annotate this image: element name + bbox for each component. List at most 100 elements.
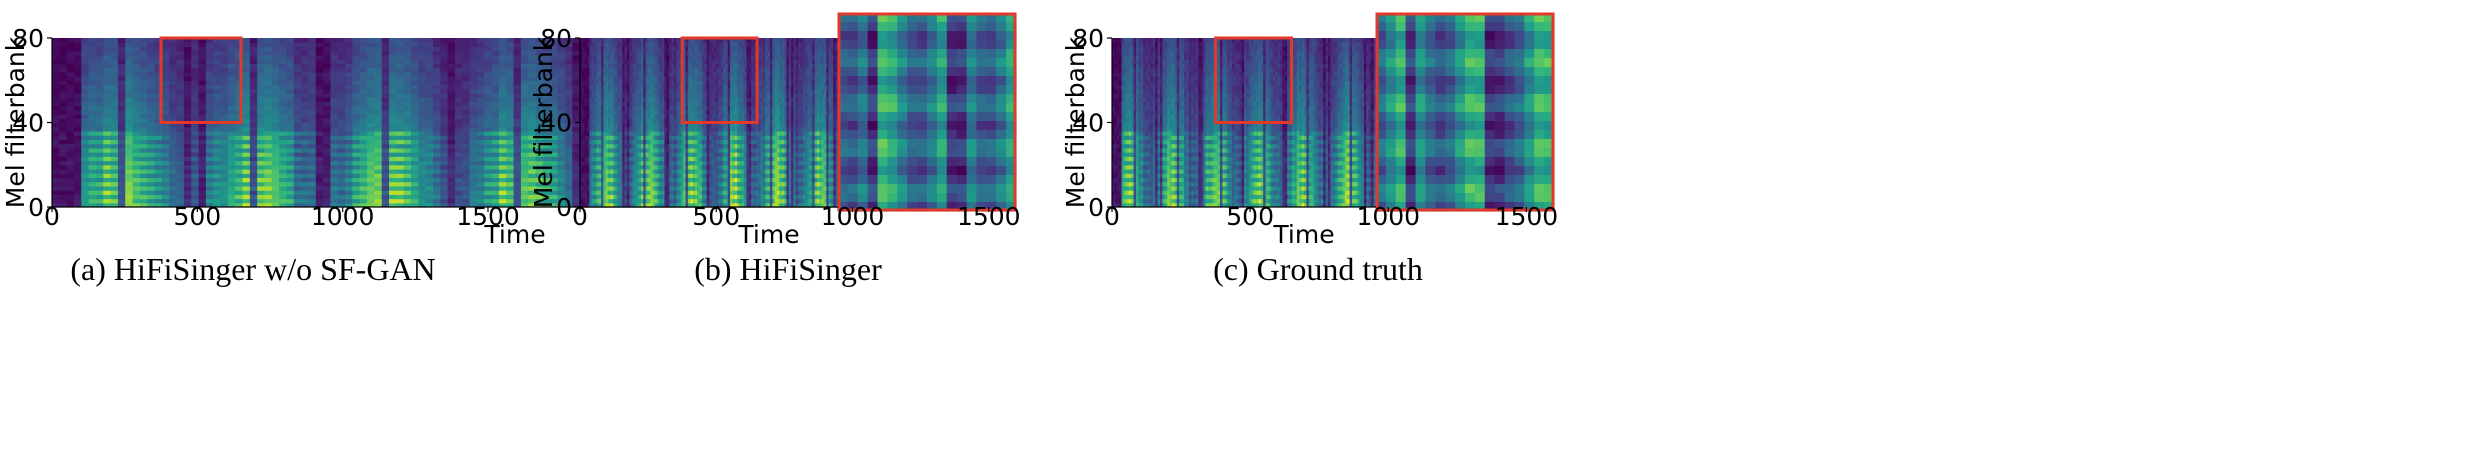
heatmap-cell	[352, 156, 361, 162]
heatmap-cell	[367, 147, 375, 153]
heatmap-cell	[286, 46, 295, 52]
heatmap-cell	[81, 130, 90, 136]
heatmap-cell	[176, 88, 185, 94]
heatmap-cell	[88, 118, 97, 124]
heatmap-cell	[73, 185, 82, 191]
heatmap-cell	[169, 164, 178, 170]
heatmap-cell	[455, 105, 463, 111]
heatmap-cell	[81, 139, 90, 145]
heatmap-cell	[462, 177, 471, 183]
heatmap-cell	[161, 177, 170, 183]
heatmap-cell	[81, 147, 90, 153]
heatmap-cell	[227, 59, 236, 64]
heatmap-cell	[279, 143, 288, 149]
heatmap-cell	[220, 109, 229, 115]
heatmap-cell	[59, 80, 68, 86]
heatmap-cell	[220, 38, 229, 43]
heatmap-cell	[447, 185, 456, 191]
heatmap-cell	[103, 71, 112, 77]
heatmap-cell	[425, 118, 434, 124]
heatmap-cell	[220, 147, 229, 153]
heatmap-cell	[359, 59, 368, 64]
heatmap-cell	[95, 97, 104, 102]
heatmap-cell	[476, 177, 485, 183]
heatmap-cell	[183, 181, 192, 187]
heatmap-cell	[462, 101, 471, 107]
heatmap-cell	[257, 139, 266, 145]
heatmap-cell	[198, 181, 207, 187]
heatmap-cell	[257, 50, 266, 56]
heatmap-cell	[587, 164, 590, 170]
heatmap-cell	[59, 143, 68, 149]
heatmap-cell	[557, 97, 566, 102]
heatmap-cell	[205, 190, 214, 195]
heatmap-cell	[176, 114, 185, 119]
heatmap-cell	[81, 194, 90, 200]
heatmap-cell	[220, 71, 229, 77]
heatmap-cell	[286, 38, 295, 43]
heatmap-cell	[132, 135, 141, 140]
heatmap-cell	[249, 84, 258, 90]
heatmap-cell	[73, 63, 82, 69]
heatmap-cell	[117, 160, 126, 166]
heatmap-cell	[469, 92, 478, 98]
heatmap-cell	[323, 46, 332, 52]
heatmap-cell	[176, 181, 185, 187]
heatmap-cell	[520, 122, 529, 128]
heatmap-cell	[506, 130, 515, 136]
heatmap-cell	[242, 143, 251, 149]
heatmap-cell	[447, 168, 456, 174]
heatmap-cell	[103, 101, 112, 107]
heatmap-cell	[374, 109, 383, 115]
heatmap-cell	[403, 63, 412, 69]
heatmap-cell	[293, 164, 302, 170]
heatmap-cell	[582, 160, 586, 166]
heatmap-cell	[447, 177, 456, 183]
heatmap-cell	[330, 126, 339, 132]
heatmap-cell	[52, 46, 60, 52]
heatmap-cell	[279, 67, 288, 73]
heatmap-cell	[191, 135, 200, 140]
heatmap-cell	[572, 88, 581, 94]
heatmap-cell	[227, 63, 236, 69]
heatmap-cell	[205, 194, 214, 200]
heatmap-cell	[125, 185, 134, 191]
heatmap-cell	[506, 101, 515, 107]
heatmap-cell	[227, 118, 236, 124]
heatmap-cell	[220, 46, 229, 52]
heatmap-cell	[242, 38, 251, 43]
heatmap-cell	[359, 177, 368, 183]
heatmap-cell	[580, 122, 583, 128]
heatmap-cell	[469, 160, 478, 166]
heatmap-cell	[139, 109, 148, 115]
heatmap-cell	[557, 164, 566, 170]
heatmap-cell	[110, 101, 119, 107]
heatmap-cell	[403, 114, 412, 119]
heatmap-cell	[337, 76, 346, 81]
heatmap-cell	[542, 54, 551, 60]
heatmap-cell	[308, 147, 317, 153]
heatmap-cell	[584, 105, 588, 111]
heatmap-cell	[542, 92, 551, 98]
heatmap-cell	[257, 76, 266, 81]
heatmap-cell	[293, 185, 302, 191]
heatmap-cell	[315, 80, 324, 86]
heatmap-cell	[433, 80, 441, 86]
heatmap-cell	[147, 46, 156, 52]
heatmap-cell	[323, 152, 332, 157]
heatmap-cell	[242, 202, 251, 207]
heatmap-cell	[176, 46, 185, 52]
heatmap-cell	[389, 185, 397, 191]
heatmap-cell	[264, 126, 273, 132]
heatmap-cell	[425, 88, 434, 94]
heatmap-cell	[469, 202, 478, 207]
heatmap-cell	[433, 202, 441, 207]
heatmap-cell	[59, 185, 68, 191]
heatmap-cell	[117, 126, 126, 132]
heatmap-cell	[411, 88, 419, 94]
heatmap-cell	[418, 59, 427, 64]
heatmap-cell	[191, 97, 200, 102]
heatmap-cell	[447, 88, 456, 94]
heatmap-cell	[88, 50, 97, 56]
heatmap-cell	[498, 59, 507, 64]
